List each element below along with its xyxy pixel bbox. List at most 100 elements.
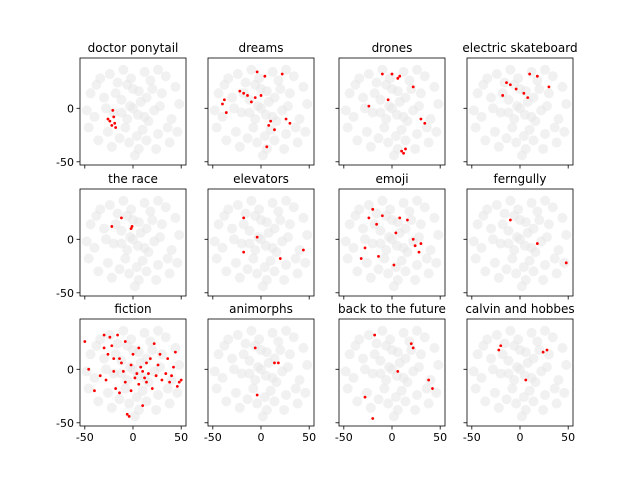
highlight-point	[175, 385, 179, 388]
highlight-point	[154, 374, 158, 378]
background-point	[419, 202, 430, 213]
background-point	[392, 86, 403, 97]
background-point	[348, 372, 359, 383]
highlight-point	[158, 352, 162, 356]
background-point	[133, 347, 144, 358]
background-point	[503, 225, 514, 236]
background-point	[400, 266, 411, 277]
background-point	[248, 383, 259, 394]
highlight-point	[398, 74, 402, 78]
background-point	[259, 392, 270, 403]
highlight-point	[246, 94, 249, 97]
background-point	[342, 122, 353, 133]
background-point	[365, 272, 376, 283]
highlight-point	[263, 74, 267, 78]
background-point	[388, 150, 399, 161]
background-point	[511, 268, 522, 279]
background-point	[412, 325, 423, 336]
background-point	[516, 150, 527, 161]
highlight-point	[541, 350, 545, 354]
highlight-point	[359, 257, 363, 260]
highlight-point	[269, 119, 273, 123]
background-point	[413, 232, 424, 243]
highlight-point	[224, 111, 228, 114]
background-point	[211, 122, 222, 133]
background-point	[141, 135, 152, 146]
background-point	[85, 349, 96, 360]
background-point	[116, 225, 127, 236]
background-point	[429, 81, 440, 92]
background-point	[81, 105, 92, 116]
background-point	[154, 232, 165, 243]
highlight-point	[564, 261, 568, 265]
background-point	[433, 360, 444, 371]
highlight-point	[222, 98, 226, 102]
background-point	[252, 137, 263, 148]
background-point	[89, 242, 100, 253]
background-point	[396, 385, 407, 396]
background-point	[284, 88, 295, 99]
background-point	[528, 396, 539, 407]
background-point	[112, 208, 123, 219]
background-point	[468, 366, 479, 377]
background-point	[170, 342, 181, 353]
highlight-point	[427, 378, 431, 382]
background-point	[153, 128, 164, 139]
highlight-point	[129, 363, 133, 367]
background-point	[298, 81, 309, 92]
background-point	[108, 238, 119, 249]
background-point	[302, 230, 313, 241]
highlight-point	[118, 357, 121, 360]
highlight-point	[177, 380, 181, 384]
highlight-point	[508, 83, 512, 87]
background-point	[358, 92, 369, 103]
highlight-point	[253, 346, 257, 350]
background-point	[265, 255, 276, 266]
background-point	[209, 236, 220, 247]
background-point	[267, 242, 278, 253]
background-point	[406, 215, 417, 226]
background-point	[102, 257, 113, 268]
highlight-point	[278, 257, 282, 260]
background-point	[509, 210, 520, 221]
background-point	[520, 86, 531, 97]
background-point	[85, 219, 96, 230]
background-point	[491, 69, 502, 80]
highlight-point	[514, 87, 518, 91]
background-point	[154, 362, 165, 373]
highlight-point	[276, 361, 280, 365]
background-point	[480, 135, 491, 146]
background-point	[162, 383, 173, 394]
highlight-point	[150, 387, 154, 390]
background-point	[93, 266, 104, 277]
background-point	[526, 242, 537, 253]
background-point	[553, 113, 564, 124]
background-point	[273, 206, 284, 217]
highlight-point	[375, 222, 378, 226]
background-point	[433, 99, 444, 110]
highlight-point	[112, 357, 116, 360]
background-point	[166, 113, 177, 124]
background-point	[350, 210, 361, 221]
background-point	[139, 197, 150, 208]
background-point	[501, 133, 512, 144]
background-point	[381, 244, 392, 255]
highlight-point	[545, 348, 549, 352]
background-point	[263, 96, 274, 107]
background-point	[540, 325, 551, 336]
highlight-point	[390, 72, 394, 76]
background-point	[120, 383, 131, 394]
background-point	[261, 86, 272, 97]
background-point	[265, 385, 276, 396]
background-point	[509, 340, 520, 351]
background-point	[520, 347, 531, 358]
background-point	[363, 69, 374, 80]
background-point	[244, 225, 255, 236]
background-point	[147, 215, 158, 226]
background-point	[387, 234, 397, 245]
highlight-point	[110, 344, 114, 348]
background-point	[526, 372, 537, 383]
background-point	[281, 128, 292, 139]
background-point	[541, 232, 552, 243]
subplot: -50 0 50 back to the future	[335, 302, 447, 444]
